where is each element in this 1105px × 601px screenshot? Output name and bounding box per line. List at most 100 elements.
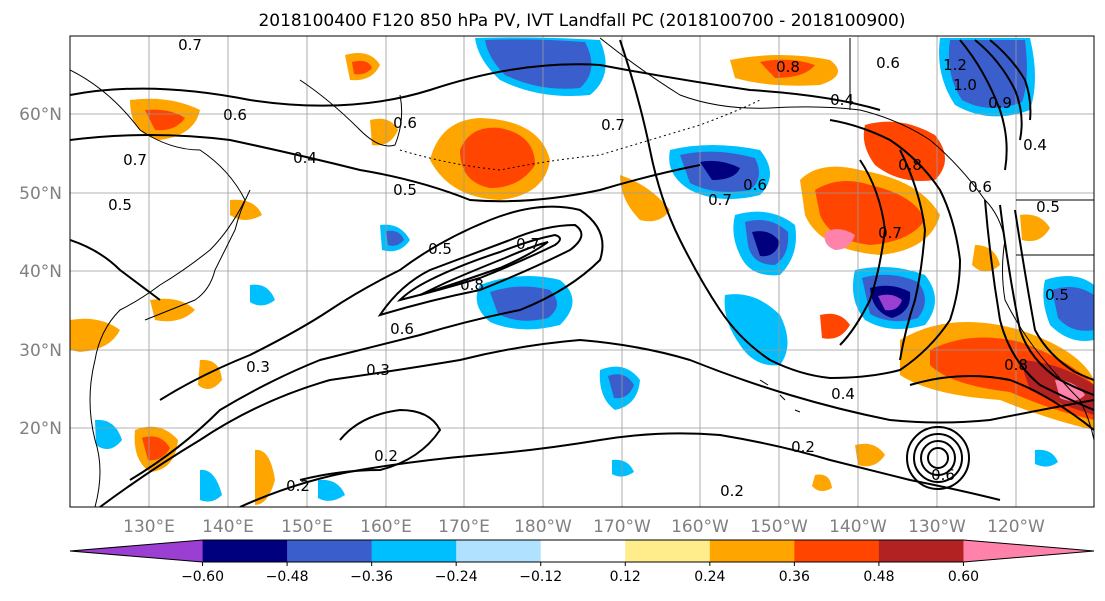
- colorbar-tick-label: 0.24: [694, 569, 725, 585]
- colorbar-tick-label: −0.24: [435, 569, 478, 585]
- contour-ring: [906, 426, 970, 490]
- contour-line: [129, 205, 604, 481]
- colorbar: −0.60 −0.48 −0.36 −0.24 −0.12 0.12 0.24 0.36 0.4…: [69, 539, 1095, 585]
- contour-label: 0.7: [516, 235, 540, 253]
- contour-label: 0.4: [831, 385, 855, 403]
- map-panel: 0.6 0.4 0.5 0.7 0.8 0.8 0.6 0.5 0.7 0.3 …: [69, 35, 1095, 508]
- contour-line: [909, 375, 1094, 431]
- colorbar-tick-label: −0.60: [181, 569, 224, 585]
- contour-label: 0.6: [743, 176, 767, 194]
- contour-label: 0.8: [1004, 356, 1028, 374]
- lat-label: 20°N: [19, 419, 62, 439]
- contour-label: 0.5: [108, 196, 132, 214]
- lon-label: 160°E: [360, 517, 412, 537]
- alaska-coastline: [599, 37, 1094, 441]
- contour-label: 0.4: [1023, 136, 1047, 154]
- pv-positive-blob: [352, 60, 372, 75]
- colorbar-tick-label: −0.36: [350, 569, 393, 585]
- pv-positive-blob: [255, 449, 275, 505]
- contour-label: 0.5: [393, 181, 417, 199]
- contour-line: [299, 408, 442, 481]
- contour-line: [99, 338, 1094, 507]
- contour-label: 0.7: [878, 224, 902, 242]
- colorbar-segment: [456, 540, 542, 562]
- colorbar-segment: [878, 540, 964, 562]
- lon-label: 120°W: [987, 517, 1045, 537]
- canada-boundary: [849, 38, 1094, 256]
- colorbar-tick-label: −0.12: [519, 569, 562, 585]
- contour-label: 0.7: [123, 151, 147, 169]
- ivt-contours: [70, 39, 1094, 507]
- pv-negative-blob: [485, 39, 592, 89]
- contour-line: [419, 241, 549, 296]
- hawaii-islands: [759, 379, 801, 413]
- contour-label: 0.7: [601, 116, 625, 134]
- contour-label: 0.6: [931, 466, 955, 484]
- lon-label: 150°W: [750, 517, 808, 537]
- lat-label: 50°N: [19, 184, 62, 204]
- colorbar-segment: [794, 540, 880, 562]
- colorbar-segment: [371, 540, 457, 562]
- contour-label: 0.5: [428, 240, 452, 258]
- pv-positive-blob: [370, 118, 398, 146]
- contour-line: [984, 199, 1094, 411]
- colorbar-segment: [625, 540, 711, 562]
- colorbar-tick-label: 0.48: [863, 569, 894, 585]
- pv-negative-blob: [724, 294, 788, 366]
- coastlines: [70, 37, 1094, 507]
- pv-positive-blob: [198, 359, 222, 389]
- pv-positive-blob: [1020, 214, 1050, 242]
- contour-label: 0.7: [708, 191, 732, 209]
- pv-positive-blob: [824, 229, 855, 250]
- contour-label: 0.7: [178, 36, 202, 54]
- contour-label: 0.2: [791, 438, 815, 456]
- pv-positive-blob: [820, 313, 850, 339]
- pv-positive-blob: [620, 175, 670, 222]
- contour-line: [70, 134, 701, 203]
- pv-positive-blob: [812, 474, 832, 492]
- lon-label: 160°W: [671, 517, 729, 537]
- contour-label: 0.6: [876, 54, 900, 72]
- pv-positive-blob: [70, 318, 120, 352]
- contour-label: 0.2: [286, 477, 310, 495]
- colorbar-tick-label: −0.48: [266, 569, 309, 585]
- longitude-labels: 130°E 140°E 150°E 160°E 170°E 180°W 170°…: [123, 517, 1045, 537]
- map-frame: [69, 35, 1095, 508]
- pv-negative-blob: [250, 284, 275, 306]
- colorbar-tick-label: 0.36: [779, 569, 810, 585]
- contour-label: 0.5: [1036, 198, 1060, 216]
- pv-negative-blob: [752, 231, 780, 257]
- pv-positive-blob: [760, 59, 815, 78]
- lon-label: 150°E: [281, 517, 333, 537]
- lon-label: 140°E: [202, 517, 254, 537]
- lat-label: 60°N: [19, 105, 62, 125]
- lat-label: 30°N: [19, 341, 62, 361]
- contour-label: 0.8: [776, 58, 800, 76]
- contour-line: [899, 149, 927, 361]
- lon-label: 130°W: [908, 517, 966, 537]
- colorbar-segment: [963, 540, 1094, 562]
- pv-negative-blob: [1035, 449, 1058, 467]
- pv-positive-blob: [230, 199, 262, 220]
- contour-label: 1.0: [953, 76, 977, 94]
- lon-label: 140°W: [829, 517, 887, 537]
- contour-ring: [927, 447, 949, 469]
- contour-label: 0.8: [460, 276, 484, 294]
- contour-line: [1014, 209, 1094, 381]
- contour-line: [999, 204, 1094, 396]
- contour-label: 0.4: [293, 149, 317, 167]
- lon-label: 170°E: [438, 517, 490, 537]
- pv-positive-blob: [972, 245, 1000, 272]
- kamchatka-coastline: [299, 79, 403, 147]
- asia-coastline: [70, 69, 246, 507]
- colorbar-segment: [709, 540, 795, 562]
- contour-label: 0.8: [898, 156, 922, 174]
- contour-line: [70, 239, 161, 301]
- contour-label: 0.4: [830, 91, 854, 109]
- contour-labels: 0.6 0.4 0.5 0.7 0.8 0.8 0.6 0.5 0.7 0.3 …: [108, 36, 1069, 500]
- lat-label: 40°N: [19, 262, 62, 282]
- contour-label: 0.9: [988, 94, 1012, 112]
- contour-line: [70, 63, 881, 111]
- pv-negative-blob: [878, 294, 902, 311]
- contour-line: [974, 39, 1023, 141]
